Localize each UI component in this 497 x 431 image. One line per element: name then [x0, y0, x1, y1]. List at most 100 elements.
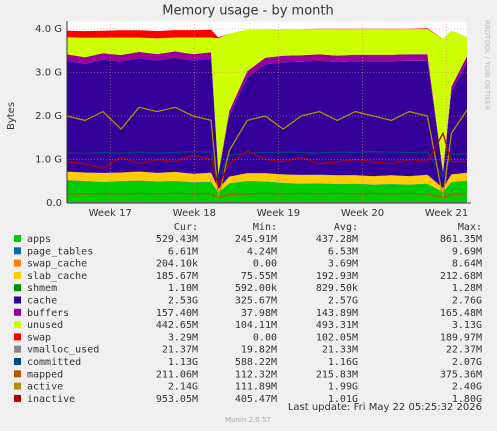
legend-stat: 588.22M: [235, 357, 277, 368]
legend-stat: 192.93M: [316, 271, 358, 282]
legend-stat: 325.67M: [235, 296, 277, 307]
legend-stat: 1.99G: [328, 382, 358, 393]
y-tick-label: 1.0 G: [35, 155, 62, 166]
legend-stat: 165.48M: [440, 308, 482, 319]
legend-stat: 953.05M: [156, 394, 198, 405]
legend-swatch: [14, 358, 21, 365]
plot: [66, 28, 468, 203]
legend-stat: 75.55M: [241, 271, 277, 282]
legend-stat: 6.53M: [328, 246, 358, 257]
legend-label: page_tables: [27, 246, 93, 257]
legend-stat: 204.10k: [156, 259, 198, 270]
legend-stat: 157.40M: [156, 308, 198, 319]
x-tick-label: Week 20: [341, 208, 384, 219]
legend-stat: 2.14G: [168, 382, 198, 393]
legend-stat: 19.82M: [241, 345, 277, 356]
legend-stat: 8.64M: [452, 259, 482, 270]
last-update: Last update: Fri May 22 05:25:32 2026: [288, 402, 482, 413]
legend-stat: 375.36M: [440, 369, 482, 380]
legend-stat: 2.40G: [452, 382, 482, 393]
y-tick-label: 0.0: [46, 198, 62, 209]
legend-stat: 405.47M: [235, 394, 277, 405]
legend-stat: 215.83M: [316, 369, 358, 380]
legend-swatch: [14, 259, 21, 267]
legend-stat: 21.37M: [162, 345, 198, 356]
legend-stat: 3.13G: [452, 320, 482, 331]
area: [67, 180, 467, 203]
legend-swatch: [14, 333, 21, 341]
area: [67, 28, 467, 39]
legend-stat: 1.10M: [168, 283, 198, 294]
footer: Munin 2.0.57: [225, 416, 271, 424]
legend-swatch: [14, 345, 21, 353]
legend-stat: 3.29M: [168, 332, 198, 343]
area: [67, 171, 467, 193]
area: [67, 171, 467, 189]
legend-label: shmem: [27, 283, 57, 294]
line: [67, 192, 468, 199]
legend-stat: 2.76G: [452, 296, 482, 307]
legend-stat: 2.57G: [328, 296, 358, 307]
legend-stat: 211.06M: [156, 369, 198, 380]
legend-stat: 2.07G: [452, 357, 482, 368]
legend-stat: 185.67M: [156, 271, 198, 282]
legend-stat: 189.97M: [440, 332, 482, 343]
legend-stat: 9.69M: [452, 246, 482, 257]
legend-label: cache: [27, 296, 57, 307]
legend-stat: 143.89M: [316, 308, 358, 319]
area: [67, 58, 467, 189]
legend-label: active: [27, 382, 63, 393]
legend-label: committed: [27, 357, 81, 368]
legend-stat: 1.80G: [452, 394, 482, 405]
legend-label: vmalloc_used: [27, 345, 99, 356]
line: [66, 151, 468, 181]
y-axis-label: Bytes: [6, 102, 17, 130]
legend-stat: 861.35M: [440, 234, 482, 245]
legend-stat: 529.43M: [156, 234, 198, 245]
legend-label: unused: [27, 320, 63, 331]
area: [67, 29, 467, 174]
watermark: RRDTOOL / TOBI OETIKER: [483, 20, 491, 110]
legend-stat: 3.69M: [328, 259, 358, 270]
legend-swatch: [14, 271, 21, 279]
legend-label: swap_cache: [27, 259, 87, 270]
y-tick-label: 3.0 G: [35, 68, 62, 79]
legend-swatch: [14, 247, 21, 255]
legend-label: inactive: [27, 394, 75, 405]
legend-label: buffers: [27, 308, 69, 319]
legend-stat: 1.16G: [328, 357, 358, 368]
legend-stat: 493.31M: [316, 320, 358, 331]
legend-stat: 2.53G: [168, 296, 198, 307]
legend-swatch: [14, 382, 21, 390]
legend-label: mapped: [27, 369, 63, 380]
legend-stat: 1.01G: [328, 394, 358, 405]
legend-stat: 1.28M: [452, 283, 482, 294]
legend-stat: 0.00: [253, 332, 277, 343]
y-tick-label: 2.0 G: [35, 111, 62, 122]
legend-stat: 829.50k: [316, 283, 358, 294]
legend-swatch: [14, 296, 21, 304]
legend-label: apps: [27, 234, 51, 245]
legend-stat: 442.65M: [156, 320, 198, 331]
legend-label: swap: [27, 332, 51, 343]
x-tick-label: Week 19: [257, 208, 300, 219]
legend-swatch: [14, 370, 21, 378]
legend-stat: 37.98M: [241, 308, 277, 319]
y-tick-label: 4.0 G: [35, 24, 62, 35]
legend-stat: 0.00: [253, 259, 277, 270]
x-tick-label: Week 18: [173, 208, 216, 219]
legend-stat: 6.61M: [168, 246, 198, 257]
legend-header: Max:: [458, 222, 482, 233]
legend-stat: 111.89M: [235, 382, 277, 393]
legend-swatch: [14, 321, 21, 329]
legend-header: Min:: [253, 222, 277, 233]
legend-swatch: [14, 284, 21, 292]
legend-swatch: [14, 394, 21, 402]
legend-stat: 592.00k: [235, 283, 277, 294]
legend-stat: 245.91M: [235, 234, 277, 245]
legend-label: slab_cache: [27, 271, 87, 282]
chart-title: Memory usage - by month: [162, 4, 333, 19]
legend-header: Avg:: [334, 222, 358, 233]
legend-stat: 21.33M: [322, 345, 358, 356]
